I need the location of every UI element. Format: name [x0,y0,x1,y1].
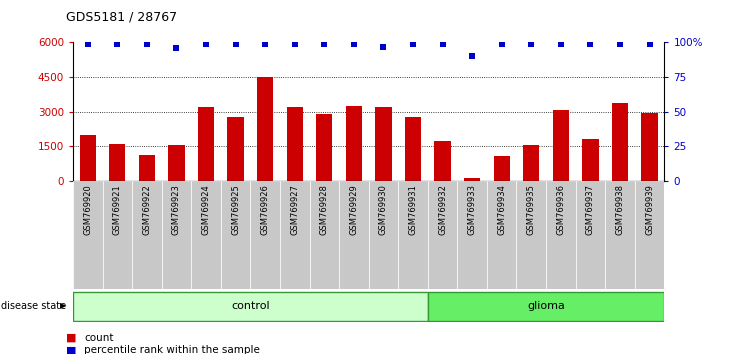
Point [526,41,537,47]
Text: control: control [231,301,269,310]
Point [377,44,389,50]
Bar [316,114,332,181]
Bar [110,144,126,181]
Point [466,53,478,59]
Point [318,41,330,47]
Point [230,41,242,47]
Point [437,41,448,47]
Bar [139,155,155,181]
Bar [434,141,450,181]
Bar [73,292,428,321]
Point [141,41,153,47]
Point [259,41,271,47]
Bar [553,110,569,181]
Text: GSM769924: GSM769924 [201,184,210,235]
Text: ▶: ▶ [60,301,66,310]
Point [644,41,656,47]
Text: count: count [84,333,113,343]
Text: ■: ■ [66,346,76,354]
Bar [464,178,480,181]
Bar [73,181,102,289]
Text: ■: ■ [66,333,76,343]
Text: GSM769934: GSM769934 [497,184,506,235]
Bar [228,117,244,181]
Text: GSM769929: GSM769929 [350,184,358,235]
Bar [523,145,539,181]
Bar [642,113,658,181]
Bar [310,181,339,289]
Bar [162,181,191,289]
Bar [280,181,310,289]
Bar [257,77,273,181]
Text: GSM769936: GSM769936 [556,184,565,235]
Text: GSM769939: GSM769939 [645,184,654,235]
Text: GSM769931: GSM769931 [409,184,418,235]
Point [82,41,93,47]
Bar [576,181,605,289]
Text: GSM769930: GSM769930 [379,184,388,235]
Text: GSM769923: GSM769923 [172,184,181,235]
Text: GSM769920: GSM769920 [83,184,92,235]
Text: GSM769933: GSM769933 [468,184,477,235]
Text: GDS5181 / 28767: GDS5181 / 28767 [66,11,177,24]
Text: GSM769935: GSM769935 [527,184,536,235]
Bar [399,181,428,289]
Text: GSM769926: GSM769926 [261,184,269,235]
Point [171,45,182,51]
Point [496,41,507,47]
Bar [287,107,303,181]
Point [200,41,212,47]
Bar [605,181,635,289]
Bar [80,135,96,181]
Point [112,41,123,47]
Bar [369,181,399,289]
Bar [132,181,162,289]
Text: disease state: disease state [1,301,66,310]
Bar [635,181,664,289]
Point [585,41,596,47]
Text: GSM769928: GSM769928 [320,184,328,235]
Point [348,41,360,47]
Bar [191,181,221,289]
Point [289,41,301,47]
Bar [457,181,487,289]
Bar [487,181,517,289]
Point [555,41,566,47]
Bar [546,181,576,289]
Text: GSM769938: GSM769938 [615,184,624,235]
Bar [405,117,421,181]
Text: percentile rank within the sample: percentile rank within the sample [84,346,260,354]
Bar [375,107,391,181]
Text: GSM769921: GSM769921 [113,184,122,235]
Bar [493,156,510,181]
Point [614,41,626,47]
Bar [583,139,599,181]
Text: GSM769922: GSM769922 [142,184,151,235]
Bar [221,181,250,289]
Bar [339,181,369,289]
Bar [169,145,185,181]
Bar [428,292,664,321]
Bar [428,181,458,289]
Text: GSM769932: GSM769932 [438,184,447,235]
Bar [346,106,362,181]
Bar [517,181,546,289]
Point [407,41,419,47]
Text: GSM769937: GSM769937 [586,184,595,235]
Bar [198,107,214,181]
Bar [612,103,628,181]
Bar [250,181,280,289]
Text: GSM769925: GSM769925 [231,184,240,235]
Text: GSM769927: GSM769927 [291,184,299,235]
Text: glioma: glioma [527,301,565,310]
Bar [102,181,132,289]
